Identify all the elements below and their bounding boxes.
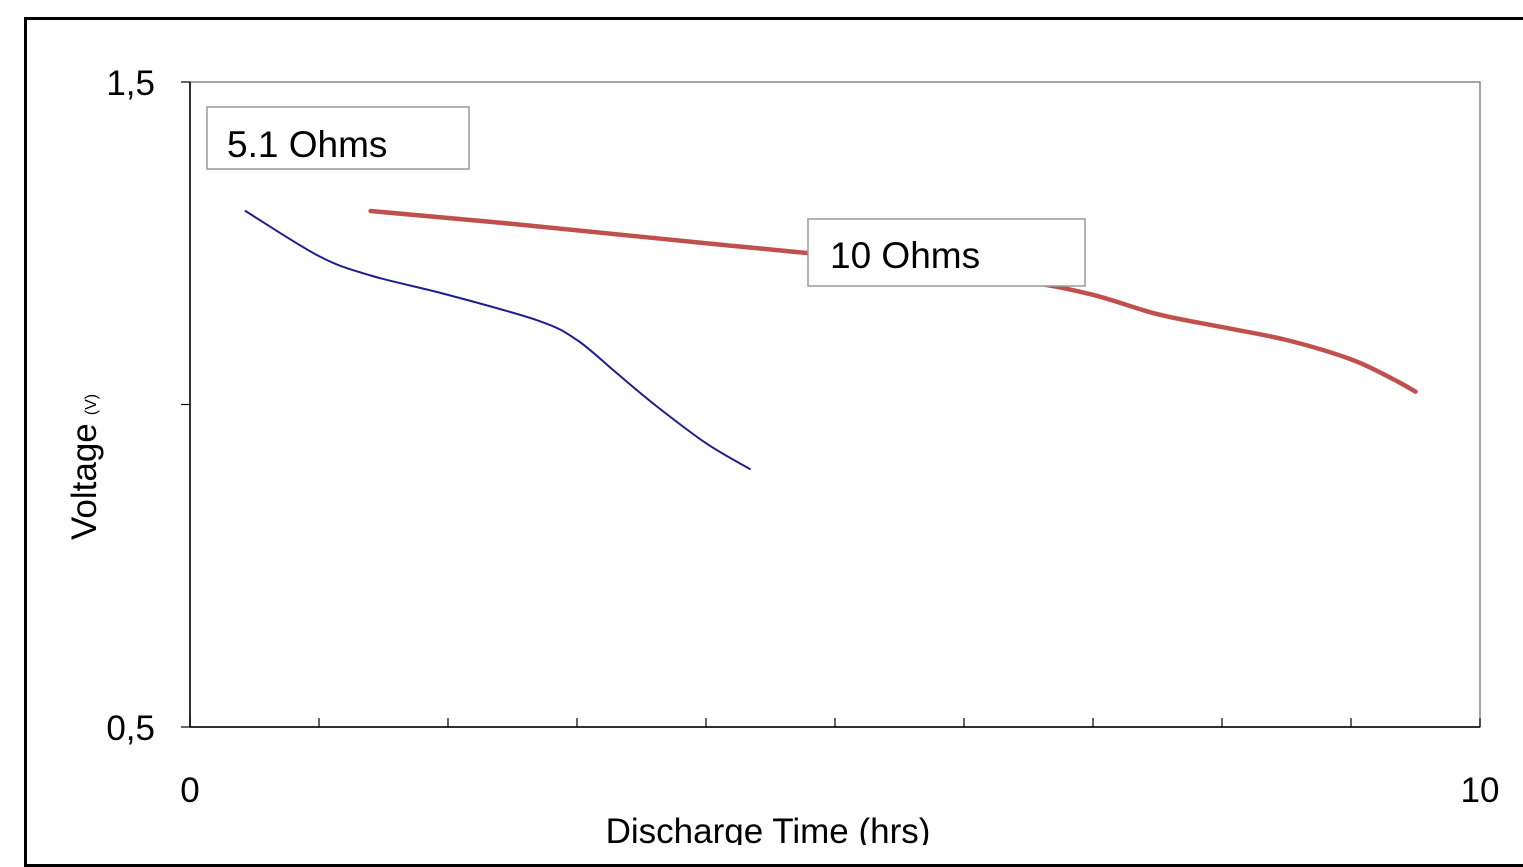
legend-box-5-1-ohms: 5.1 Ohms (206, 106, 470, 170)
y-tick-label-bottom: 0,5 (106, 709, 155, 748)
y-axis-label: Voltage (V) (65, 394, 104, 540)
legend-label-10-ohms: 10 Ohms (830, 235, 980, 276)
series-line-5-1-ohms (244, 210, 751, 470)
series-line-10-ohms (368, 208, 1418, 394)
legend-box-5-1-ohms-frame (206, 106, 470, 170)
x-tick-label-left: 0 (180, 771, 199, 810)
y-axis-unit: (V) (83, 394, 100, 415)
x-axis-label: Discharge Time (hrs) (606, 812, 931, 845)
discharge-chart: 1,5 0,5 0 10 Discharge Time (hrs) Voltag… (65, 64, 1500, 845)
legend-box-10-ohms-frame (807, 218, 1086, 287)
y-axis-label-text: Voltage (65, 423, 104, 540)
series-lines (244, 208, 1418, 470)
legend-box-10-ohms: 10 Ohms (807, 218, 1086, 287)
y-tick-label-top: 1,5 (106, 64, 155, 103)
x-tick-label-right: 10 (1461, 771, 1500, 810)
axis-ticks (181, 81, 1481, 728)
legend-label-5-1-ohms: 5.1 Ohms (227, 124, 387, 165)
plot-area (189, 81, 1481, 728)
